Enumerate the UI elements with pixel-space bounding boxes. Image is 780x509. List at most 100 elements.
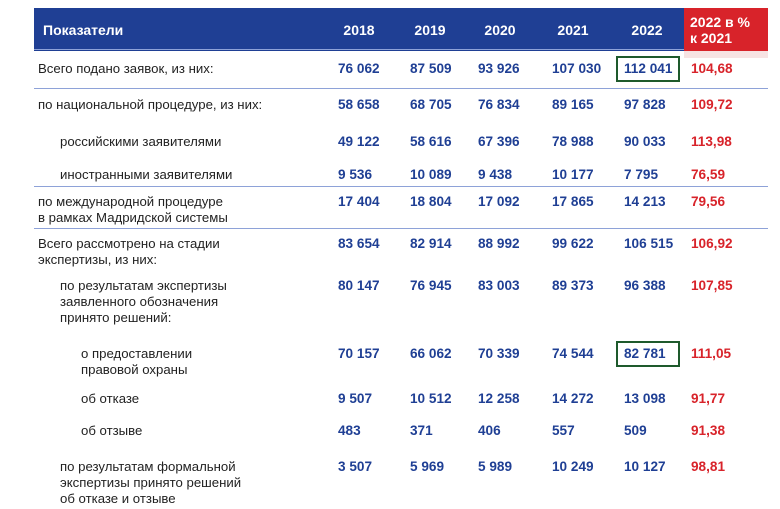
- row-label: Всего рассмотрено на стадии экспертизы, и…: [38, 236, 220, 268]
- cell-2019: 10 089: [410, 167, 452, 182]
- cell-2022: 82 781: [624, 346, 666, 361]
- cell-2021: 10 177: [552, 167, 594, 182]
- cell-percent: 98,81: [691, 459, 726, 474]
- cell-2020: 83 003: [478, 278, 520, 293]
- row-label: об отказе: [81, 391, 139, 407]
- header-percent-line1: 2022 в %: [690, 13, 750, 30]
- row-label-line: по результатам экспертизы: [60, 278, 227, 293]
- cell-2020: 70 339: [478, 346, 520, 361]
- header-year-label: 2022: [631, 21, 663, 38]
- cell-2019: 5 969: [410, 459, 445, 474]
- cell-percent: 91,77: [691, 391, 726, 406]
- row-label-line: по национальной процедуре, из них:: [38, 97, 263, 112]
- cell-2022: 13 098: [624, 391, 666, 406]
- table-header: Показатели 2018 2019 2020 2021 2022 2022…: [34, 8, 768, 51]
- cell-2018: 70 157: [338, 346, 380, 361]
- cell-2021: 107 030: [552, 61, 602, 76]
- highlight-box: [616, 56, 680, 82]
- cell-2018: 49 122: [338, 134, 380, 149]
- row-label: о предоставлении правовой охраны: [81, 346, 192, 378]
- cell-2018: 483: [338, 423, 361, 438]
- cell-2022: 90 033: [624, 134, 666, 149]
- row-label-line: экспертизы, из них:: [38, 252, 158, 267]
- cell-2018: 3 507: [338, 459, 373, 474]
- highlight-box: [616, 341, 680, 367]
- cell-2021: 557: [552, 423, 575, 438]
- cell-2018: 9 536: [338, 167, 373, 182]
- row-label-line: экспертизы принято решений: [60, 475, 242, 490]
- row-label-line: иностранными заявителями: [60, 167, 233, 182]
- header-year-2019: 2019: [396, 8, 464, 51]
- cell-percent: 79,56: [691, 194, 726, 209]
- cell-2022: 106 515: [624, 236, 674, 251]
- cell-2018: 83 654: [338, 236, 380, 251]
- cell-2021: 17 865: [552, 194, 594, 209]
- cell-2019: 10 512: [410, 391, 452, 406]
- cell-2018: 58 658: [338, 97, 380, 112]
- row-label-line: заявленного обозначения: [60, 294, 219, 309]
- row-label-line: в рамках Мадридской системы: [38, 210, 228, 225]
- cell-2019: 58 616: [410, 134, 452, 149]
- cell-2022: 112 041: [624, 61, 673, 76]
- row-label-line: принято решений:: [60, 310, 172, 325]
- row-label: по международной процедуре в рамках Мадри…: [38, 194, 228, 226]
- cell-2021: 78 988: [552, 134, 594, 149]
- cell-2021: 89 373: [552, 278, 594, 293]
- cell-percent: 109,72: [691, 97, 733, 112]
- header-year-2021: 2021: [536, 8, 610, 51]
- cell-percent: 113,98: [691, 134, 732, 149]
- row-label: по результатам формальной экспертизы прин…: [60, 459, 241, 507]
- cell-2020: 76 834: [478, 97, 520, 112]
- cell-2022: 509: [624, 423, 647, 438]
- row-label-line: по международной процедуре: [38, 194, 223, 209]
- cell-2021: 10 249: [552, 459, 594, 474]
- cell-2018: 17 404: [338, 194, 380, 209]
- cell-2019: 68 705: [410, 97, 452, 112]
- cell-2019: 18 804: [410, 194, 452, 209]
- cell-2019: 66 062: [410, 346, 452, 361]
- row-label: российскими заявителями: [60, 134, 221, 150]
- cell-2018: 9 507: [338, 391, 373, 406]
- cell-2020: 67 396: [478, 134, 520, 149]
- row-label-line: об отзыве: [81, 423, 143, 438]
- cell-2018: 76 062: [338, 61, 380, 76]
- header-year-label: 2019: [414, 21, 446, 38]
- cell-2020: 17 092: [478, 194, 520, 209]
- cell-percent: 106,92: [691, 236, 733, 251]
- row-label-line: об отказе и отзыве: [60, 491, 176, 506]
- cell-2019: 76 945: [410, 278, 452, 293]
- header-year-2022: 2022: [610, 8, 684, 51]
- cell-2020: 9 438: [478, 167, 513, 182]
- row-label-line: Всего подано заявок, из них:: [38, 61, 214, 76]
- cell-percent: 91,38: [691, 423, 726, 438]
- row-label: по национальной процедуре, из них:: [38, 97, 262, 113]
- cell-2022: 14 213: [624, 194, 666, 209]
- row-label: по результатам экспертизы заявленного обо…: [60, 278, 227, 326]
- cell-2020: 406: [478, 423, 501, 438]
- row-separator: [34, 88, 768, 89]
- cell-2020: 5 989: [478, 459, 513, 474]
- header-year-2018: 2018: [322, 8, 396, 51]
- row-separator: [34, 186, 768, 187]
- cell-percent: 107,85: [691, 278, 733, 293]
- cell-2020: 93 926: [478, 61, 520, 76]
- row-separator: [34, 49, 684, 50]
- cell-percent: 104,68: [691, 61, 733, 76]
- cell-2019: 87 509: [410, 61, 452, 76]
- cell-percent: 111,05: [691, 346, 732, 361]
- row-separator: [34, 228, 768, 229]
- cell-2021: 14 272: [552, 391, 594, 406]
- cell-2021: 99 622: [552, 236, 594, 251]
- row-label-line: о предоставлении: [81, 346, 193, 361]
- row-label-line: Всего рассмотрено на стадии: [38, 236, 220, 251]
- row-label-line: по результатам формальной: [60, 459, 236, 474]
- header-year-label: 2018: [343, 21, 375, 38]
- header-year-2020: 2020: [464, 8, 536, 51]
- cell-2021: 89 165: [552, 97, 594, 112]
- header-percent: 2022 в % к 2021: [684, 8, 768, 51]
- cell-2018: 80 147: [338, 278, 380, 293]
- header-year-label: 2020: [484, 21, 516, 38]
- cell-2019: 371: [410, 423, 433, 438]
- row-label-line: об отказе: [81, 391, 140, 406]
- row-label: Всего подано заявок, из них:: [38, 61, 214, 77]
